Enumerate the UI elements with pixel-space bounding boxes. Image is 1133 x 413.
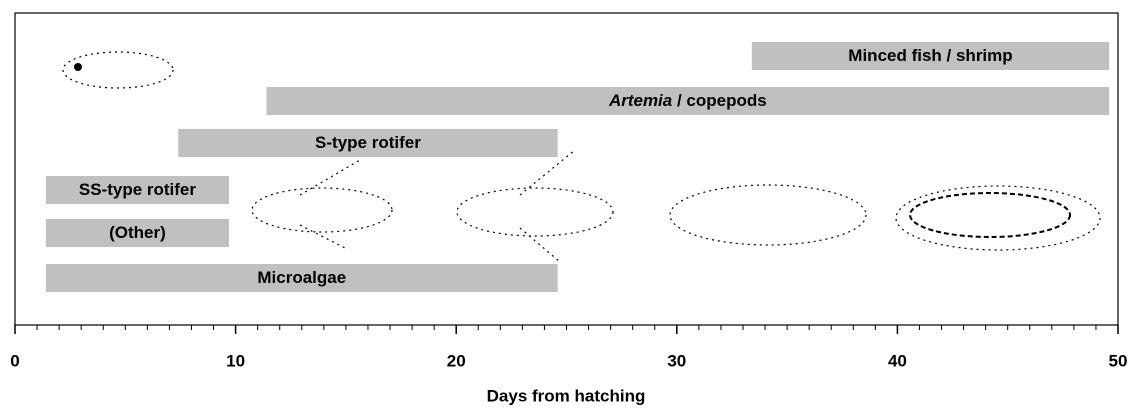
x-tick-label: 50 — [1109, 351, 1128, 370]
bar-label-part: SS-type rotifer — [79, 180, 197, 199]
bar-label-part: Microalgae — [257, 268, 346, 287]
bar-label-part: Artemia — [608, 91, 672, 110]
larva-eye — [74, 63, 82, 71]
bar-label-part: / copepods — [672, 91, 766, 110]
x-tick-label: 40 — [888, 351, 907, 370]
range-bar — [45, 264, 558, 292]
juvenile-sketch — [909, 192, 1071, 238]
x-tick-label: 20 — [447, 351, 466, 370]
larva-sketch — [669, 184, 867, 246]
bar-label: (Other) — [109, 223, 166, 242]
range-bar — [266, 87, 1110, 115]
x-tick-label: 0 — [10, 351, 19, 370]
bar-label-part: S-type rotifer — [315, 133, 421, 152]
x-tick-label: 10 — [226, 351, 245, 370]
x-axis-title: Days from hatching — [487, 386, 646, 405]
larva-sketch — [62, 51, 174, 89]
bar-label-part: Minced fish / shrimp — [848, 46, 1012, 65]
x-tick-label: 30 — [667, 351, 686, 370]
bar-label: S-type rotifer — [315, 133, 421, 152]
range-bar — [45, 176, 229, 204]
bar-label: Artemia / copepods — [608, 91, 767, 110]
larva-sketch — [519, 149, 576, 263]
range-bar — [178, 129, 558, 157]
bar-label: Microalgae — [257, 268, 346, 287]
bar-label: Minced fish / shrimp — [848, 46, 1012, 65]
larva-sketch — [456, 187, 614, 237]
range-bar — [45, 219, 229, 247]
larva-sketch — [299, 159, 361, 249]
larva-sketches — [62, 51, 1101, 263]
bar-label: SS-type rotifer — [79, 180, 197, 199]
range-bar — [751, 42, 1110, 70]
bar-label-part: (Other) — [109, 223, 166, 242]
juvenile-sketch — [895, 185, 1101, 251]
larva-sketch — [251, 187, 393, 233]
